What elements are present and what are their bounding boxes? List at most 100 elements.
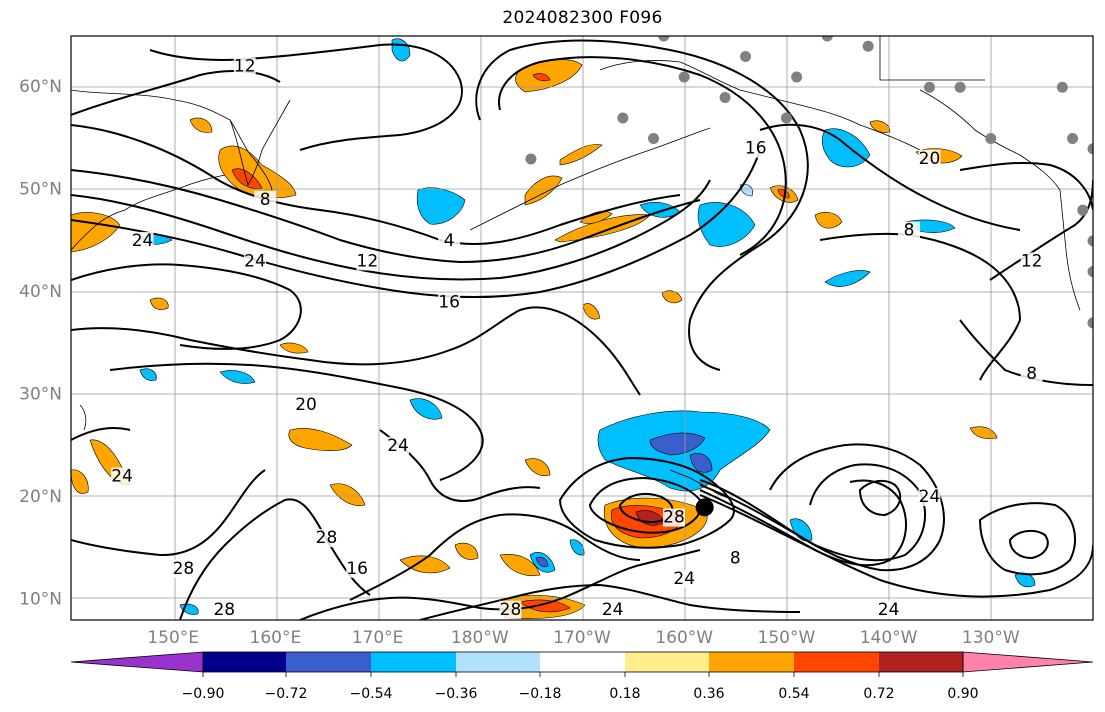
shade-area bbox=[532, 73, 551, 82]
shade-area bbox=[824, 270, 871, 287]
contour-label: 28 bbox=[213, 600, 235, 620]
longitude-label: 180°W bbox=[451, 628, 509, 648]
shade-area bbox=[689, 452, 713, 473]
contour-line bbox=[179, 498, 371, 620]
colorbar-segment bbox=[625, 652, 709, 672]
contour-label-background bbox=[898, 221, 921, 240]
contour-label-background bbox=[111, 467, 134, 486]
contour-label: 28 bbox=[316, 528, 338, 548]
longitude-label: 160°E bbox=[250, 628, 302, 648]
figure-title: 2024082300 F096 bbox=[502, 8, 663, 28]
contour-line bbox=[498, 56, 787, 256]
station-marker bbox=[862, 40, 874, 52]
shade-area bbox=[499, 554, 541, 576]
colorbar-tick-label: 0.72 bbox=[863, 686, 894, 702]
station-markers bbox=[525, 36, 1093, 329]
contour-line bbox=[109, 362, 484, 481]
shade-area bbox=[519, 599, 571, 613]
colorbar-segment bbox=[709, 652, 794, 672]
contour-label-background bbox=[918, 149, 941, 168]
colorbar-segment bbox=[794, 652, 879, 672]
station-marker bbox=[1087, 266, 1093, 278]
contour-label: 16 bbox=[745, 139, 767, 159]
station-marker bbox=[985, 132, 997, 144]
contour-label: 8 bbox=[1026, 364, 1037, 384]
station-marker bbox=[923, 81, 935, 93]
coastline-alaska bbox=[599, 60, 921, 151]
shade-area bbox=[231, 168, 263, 189]
contour-line bbox=[559, 457, 735, 549]
contour-label: 24 bbox=[132, 231, 154, 251]
latitude-label: 60°N bbox=[19, 77, 62, 97]
contour-line bbox=[989, 179, 1093, 281]
contour-label: 24 bbox=[673, 569, 695, 589]
colorbar-tick-label: −0.90 bbox=[182, 686, 225, 702]
contour-label-background bbox=[346, 559, 369, 578]
contour-line bbox=[589, 477, 702, 534]
shade-area bbox=[219, 370, 256, 384]
shade-area bbox=[535, 556, 549, 567]
contour-line bbox=[979, 502, 1076, 576]
station-marker bbox=[780, 112, 792, 124]
contour-label-background bbox=[601, 600, 624, 619]
shade-area bbox=[149, 297, 169, 310]
longitude-label: 130°W bbox=[962, 628, 1020, 648]
coastline-kamchatka bbox=[229, 99, 291, 187]
contour-line bbox=[699, 463, 926, 562]
contour-line bbox=[71, 69, 281, 116]
shade-area bbox=[739, 183, 753, 197]
shade-area bbox=[649, 432, 706, 456]
shade-area bbox=[697, 202, 756, 247]
contour-label: 8 bbox=[904, 221, 915, 241]
station-marker bbox=[617, 112, 629, 124]
contour-line bbox=[71, 179, 711, 281]
longitude-label: 150°W bbox=[758, 628, 816, 648]
contour-label: 16 bbox=[438, 292, 460, 312]
shade-area bbox=[821, 128, 871, 168]
shade-area bbox=[569, 539, 585, 556]
colorbar-segment bbox=[456, 652, 540, 672]
contour-label: 28 bbox=[173, 559, 195, 579]
contour-label-background bbox=[724, 549, 747, 568]
contour-label-background bbox=[213, 600, 236, 619]
contour-label: 12 bbox=[1021, 251, 1043, 271]
contour-label: 12 bbox=[357, 251, 379, 271]
coastline-aleutians bbox=[469, 127, 711, 231]
shade-area bbox=[524, 458, 551, 477]
shade-area bbox=[869, 120, 891, 133]
contour-label: 28 bbox=[500, 600, 522, 620]
colorbar-tick-label: 0.36 bbox=[693, 686, 724, 702]
shade-area bbox=[189, 117, 213, 133]
latitude-label: 20°N bbox=[19, 487, 62, 507]
contour-label: 24 bbox=[244, 251, 266, 271]
contour-label: 8 bbox=[260, 190, 271, 210]
contour-line bbox=[699, 494, 1093, 598]
station-marker bbox=[658, 36, 670, 42]
contour-line bbox=[349, 513, 641, 601]
station-marker bbox=[1067, 132, 1079, 144]
colorbar-tick-label: −0.72 bbox=[265, 686, 308, 702]
storm-center-marker bbox=[695, 498, 714, 517]
contour-label-background bbox=[131, 231, 154, 250]
longitude-label: 160°W bbox=[655, 628, 713, 648]
contour-labels: 1212128888416161616202024242424242424242… bbox=[111, 57, 1043, 620]
longitude-label: 170°W bbox=[553, 628, 611, 648]
longitude-labels: 150°E 160°E 170°E 180°W 170°W 160°W 150°W 140°W… bbox=[147, 628, 1020, 648]
contour-label-background bbox=[877, 600, 900, 619]
contour-label-background bbox=[254, 190, 277, 209]
contour-label-background bbox=[295, 395, 318, 414]
shade-area bbox=[661, 290, 683, 304]
contour-label: 24 bbox=[111, 467, 133, 487]
colorbar-segment bbox=[286, 652, 371, 672]
latitude-label: 10°N bbox=[19, 590, 62, 610]
colorbar-tick-label: 0.18 bbox=[609, 686, 640, 702]
colorbar-segment bbox=[371, 652, 456, 672]
station-marker bbox=[1087, 235, 1093, 247]
contour-label-background bbox=[1020, 252, 1043, 271]
latitude-labels: 60°N 50°N 40°N 30°N 20°N 10°N bbox=[19, 77, 62, 609]
colorbar-tick-label: 0.90 bbox=[947, 686, 978, 702]
station-marker bbox=[719, 91, 731, 103]
station-marker bbox=[954, 81, 966, 93]
contour-label-background bbox=[1020, 365, 1043, 384]
contour-label: 12 bbox=[234, 57, 256, 77]
